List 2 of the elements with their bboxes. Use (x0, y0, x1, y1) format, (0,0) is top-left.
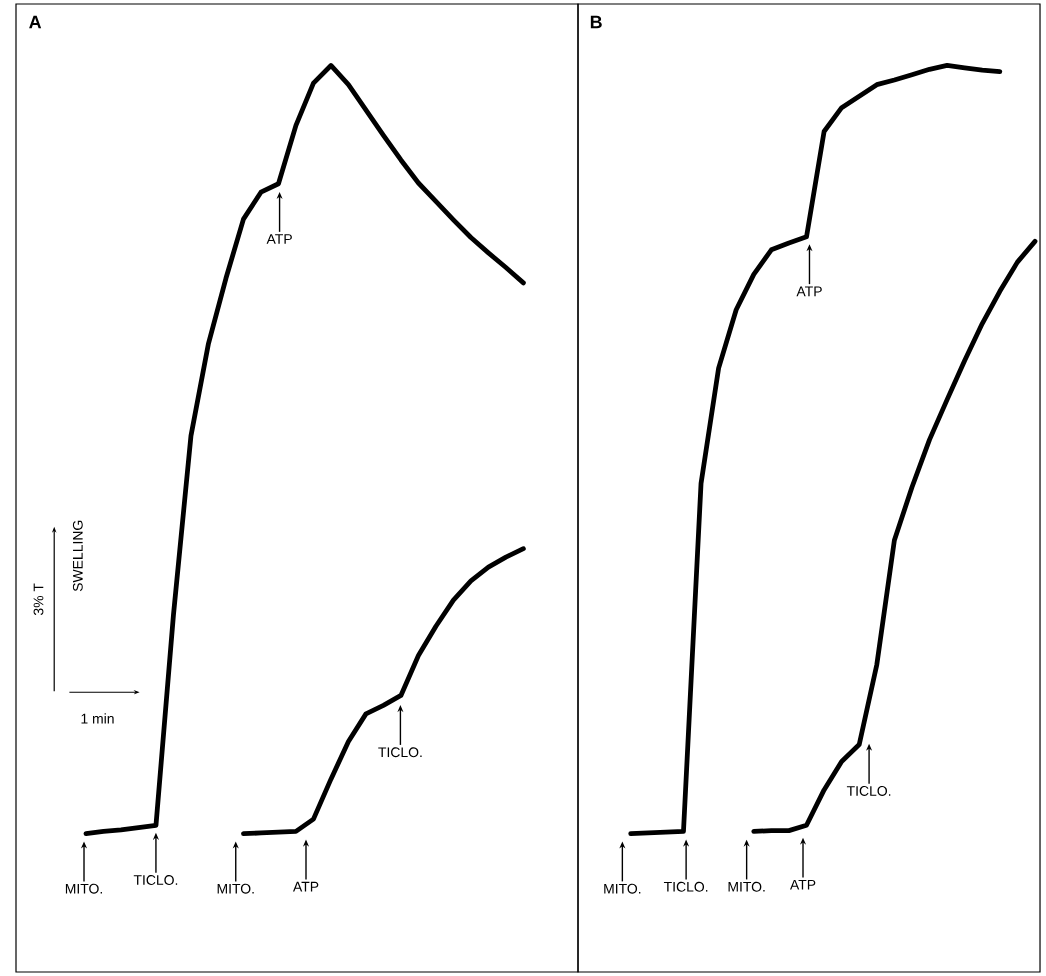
chart-title: A (29, 15, 42, 29)
chart-title: B (590, 15, 602, 29)
